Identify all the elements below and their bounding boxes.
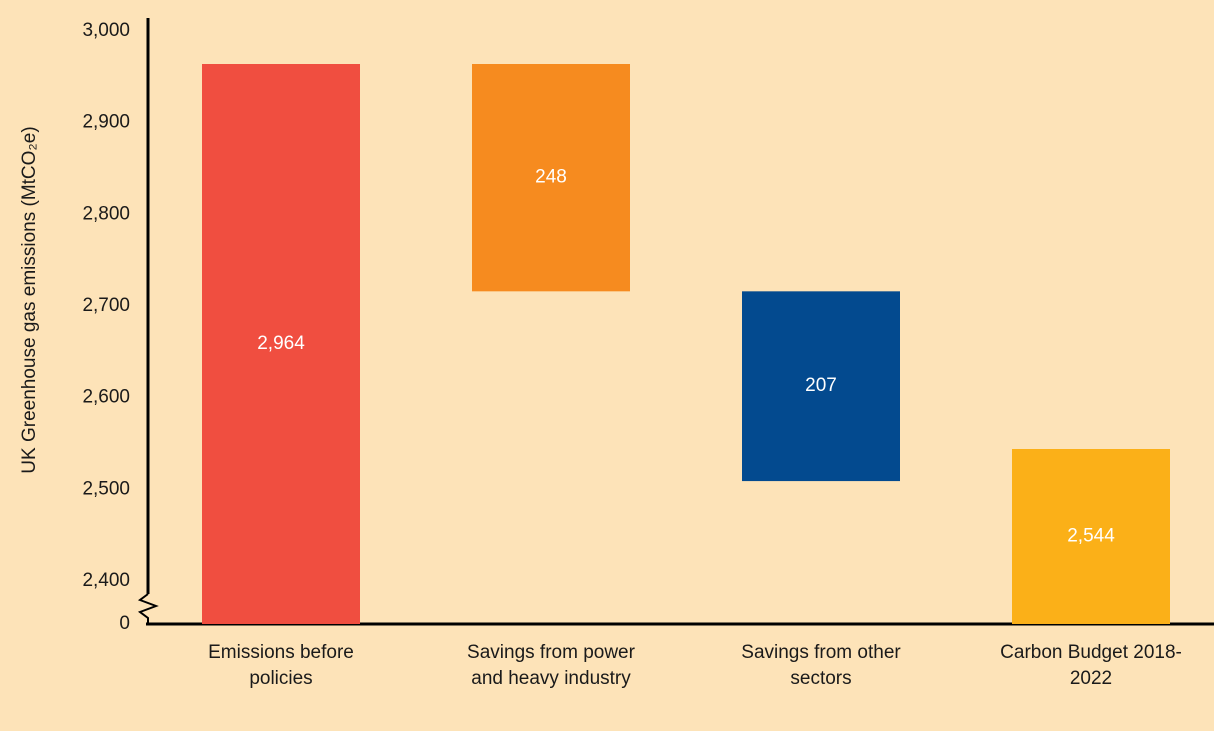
- y-axis-label: UK Greenhouse gas emissions (MtCO₂e): [19, 126, 40, 473]
- y-tick-label: 3,000: [82, 20, 130, 41]
- y-tick-label: 2,800: [82, 203, 130, 224]
- bar: [1012, 449, 1170, 624]
- data-label: 2,964: [257, 333, 305, 354]
- y-tick-label: 2,500: [82, 478, 130, 499]
- bar: [472, 64, 630, 292]
- x-tick-label: Savings from other sectors: [741, 642, 901, 689]
- bar: [742, 291, 900, 482]
- y-tick-label: 2,700: [82, 295, 130, 316]
- data-label: 248: [535, 167, 567, 188]
- y-tick-label: 2,900: [82, 112, 130, 133]
- data-label: 207: [805, 375, 837, 396]
- bar: [202, 64, 360, 624]
- x-tick-label: Emissions before policies: [208, 642, 354, 689]
- axis-break: [137, 593, 159, 624]
- y-tick-label: 2,400: [82, 570, 130, 591]
- data-label: 2,544: [1067, 526, 1115, 547]
- x-tick-label: Carbon Budget 2018-2022: [1000, 642, 1182, 689]
- y-tick-label: 2,600: [82, 387, 130, 408]
- x-tick-label: Savings from power and heavy industry: [467, 642, 635, 689]
- y-tick-label: 0: [119, 613, 130, 634]
